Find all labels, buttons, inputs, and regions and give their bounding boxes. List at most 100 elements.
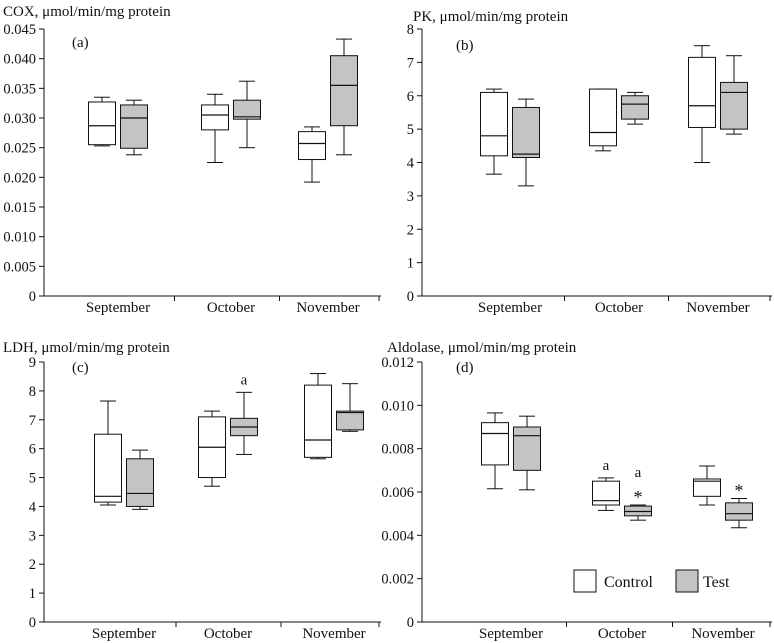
y-tick-label: 4 — [29, 499, 37, 515]
y-tick-label: 0.005 — [3, 259, 36, 275]
box-iqr — [233, 99, 261, 120]
y-tick-label: 0.012 — [381, 355, 414, 371]
legend-label-control: Control — [604, 574, 653, 591]
y-tick-label: 1 — [407, 256, 414, 272]
control-box-october — [589, 88, 617, 152]
y-tick-label: 0.020 — [3, 170, 36, 186]
x-category-label: September — [86, 300, 150, 316]
y-tick-label: 8 — [407, 22, 414, 38]
box-iqr — [589, 88, 617, 147]
box-iqr — [94, 433, 122, 503]
y-tick-label: 7 — [29, 413, 36, 429]
y-tick-label: 3 — [407, 189, 414, 205]
box-iqr — [720, 81, 748, 130]
panel-c: LDH, μmol/min/mg protein (c) 0 1 2 3 4 5 6 7 8 9 Sep… — [3, 340, 381, 642]
significance-annotation: a — [635, 465, 642, 481]
significance-annotation: * — [634, 487, 643, 507]
y-tick-label: 0.030 — [3, 111, 36, 127]
x-category-label: November — [686, 300, 749, 316]
test-box-november — [720, 55, 748, 135]
y-tick-label: 3 — [29, 528, 36, 544]
y-tick-label: 4 — [407, 156, 415, 172]
test-box-october: *a — [624, 465, 652, 521]
y-tick-label: 0.010 — [381, 398, 414, 414]
box-iqr — [693, 478, 721, 497]
panel-label: (c) — [72, 360, 89, 376]
control-box-october — [201, 93, 229, 163]
x-category-label: November — [691, 626, 754, 642]
y-tick-label: 0 — [407, 289, 414, 305]
test-box-october — [621, 91, 649, 125]
significance-annotation: a — [241, 372, 248, 388]
test-box-november — [330, 38, 358, 156]
y-tick-label: 9 — [29, 355, 36, 371]
x-category-label: September — [478, 300, 542, 316]
x-category-label: September — [479, 626, 543, 642]
panel-d: Aldolase, μmol/min/mg protein (d) 0 0.002 0.… — [381, 340, 772, 642]
test-box-september — [126, 449, 154, 510]
x-category-label: November — [296, 300, 359, 316]
y-tick-label: 0.015 — [3, 200, 36, 216]
control-box-september — [94, 400, 122, 506]
panel-title: COX, μmol/min/mg protein — [3, 4, 171, 20]
y-tick-label: 0.010 — [3, 230, 36, 246]
y-tick-label: 2 — [29, 557, 36, 573]
y-tick-label: 0 — [407, 615, 414, 631]
box-iqr — [621, 95, 649, 120]
test-box-october: a — [230, 372, 258, 455]
box-iqr — [120, 104, 148, 149]
y-tick-label: 5 — [407, 122, 414, 138]
legend-label-test: Test — [703, 574, 730, 591]
control-box-october — [198, 410, 226, 487]
control-box-november — [688, 45, 716, 163]
y-tick-label: 0.002 — [381, 572, 414, 588]
test-box-november — [336, 383, 364, 432]
x-category-label: October — [598, 626, 646, 642]
box-iqr — [201, 104, 229, 131]
test-box-september — [512, 98, 540, 187]
y-tick-label: 0.025 — [3, 141, 36, 157]
y-tick-label: 0.004 — [381, 528, 414, 544]
y-tick-label: 0.045 — [3, 22, 36, 38]
legend-swatch-control — [573, 569, 597, 593]
box-iqr — [725, 502, 753, 521]
box-iqr — [336, 410, 364, 431]
test-box-november: * — [725, 481, 753, 529]
box-iqr — [304, 384, 332, 458]
y-tick-label: 7 — [407, 55, 414, 71]
y-tick-label: 0.040 — [3, 52, 36, 68]
panel-label: (b) — [456, 38, 474, 54]
box-iqr — [512, 106, 540, 158]
test-box-september — [120, 99, 148, 156]
panel-b: PK, μmol/min/mg protein (b) 0 1 2 3 4 5 6 7 8 Septe… — [407, 9, 772, 316]
y-tick-label: 0.006 — [381, 485, 414, 501]
control-box-september — [481, 412, 509, 490]
box-iqr — [88, 101, 116, 146]
control-box-october: a — [592, 458, 620, 511]
control-box-september — [88, 96, 116, 147]
box-iqr — [298, 131, 326, 161]
significance-annotation: * — [735, 481, 744, 501]
box-iqr — [330, 55, 358, 127]
y-tick-label: 0.035 — [3, 81, 36, 97]
box-iqr — [126, 458, 154, 507]
panel-title: Aldolase, μmol/min/mg protein — [387, 340, 577, 356]
box-iqr — [513, 426, 541, 471]
control-box-september — [480, 88, 508, 175]
control-box-november — [304, 373, 332, 460]
panel-label: (a) — [72, 35, 89, 51]
panel-label: (d) — [456, 360, 474, 376]
x-category-label: October — [207, 300, 255, 316]
legend: Control Test — [573, 569, 730, 593]
x-category-label: November — [302, 626, 365, 642]
x-category-label: October — [204, 626, 252, 642]
box-iqr — [480, 91, 508, 157]
y-tick-label: 0.008 — [381, 442, 414, 458]
x-category-label: October — [595, 300, 643, 316]
y-tick-label: 0 — [29, 289, 36, 305]
y-tick-label: 5 — [29, 471, 36, 487]
y-tick-label: 0 — [29, 615, 36, 631]
panel-a: COX, μmol/min/mg protein (a) 0 0.005 0.010 0.… — [3, 4, 381, 316]
control-box-november — [298, 126, 326, 183]
